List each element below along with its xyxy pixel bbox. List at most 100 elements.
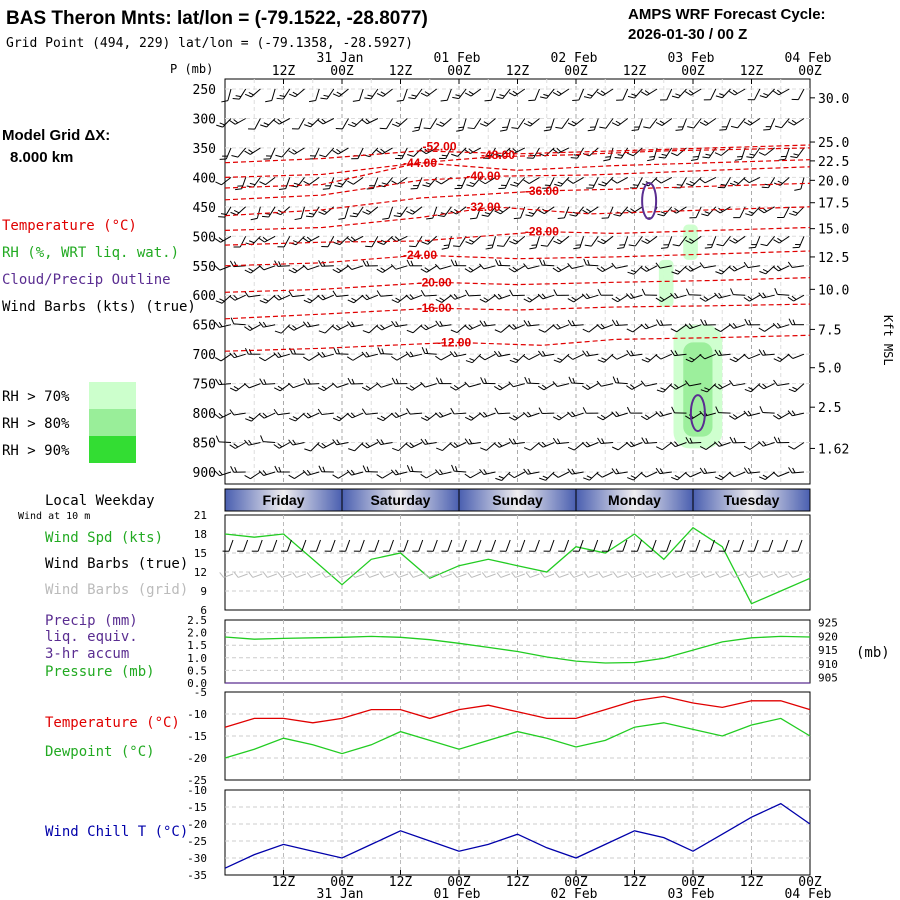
wind-barb-staff — [722, 235, 731, 247]
wind-barb-flag — [523, 355, 530, 361]
wind-barb-staff — [649, 118, 658, 129]
wind-barb-staff — [546, 88, 555, 99]
wind-barb-flag — [407, 154, 414, 158]
wind-barb-flag — [714, 327, 721, 333]
wind-barb-flag — [377, 241, 384, 245]
surface-wind-barb-staff — [666, 539, 672, 552]
surface-wind-barb-flag — [674, 550, 682, 552]
wind-barb-flag — [332, 382, 338, 388]
grid-wind-barb — [700, 572, 715, 578]
wind-barb — [332, 439, 349, 446]
wind-barb — [480, 442, 496, 451]
pressure-axis-title: P (mb) — [170, 62, 213, 76]
wind-barb-staff — [281, 147, 291, 158]
wind-barb-flag — [615, 411, 620, 417]
wind-barb-flag — [611, 262, 617, 269]
wind-barb — [699, 262, 716, 269]
wind-barb-flag — [759, 95, 767, 99]
panel-y-tick: -20 — [187, 818, 207, 831]
wind-barb — [773, 235, 790, 244]
surface-wind-barb — [543, 539, 555, 552]
wind-barb-flag — [233, 209, 240, 214]
wind-barb-flag — [655, 411, 661, 417]
wind-barb-flag — [699, 262, 705, 269]
grid-wind-barb-flag — [773, 572, 779, 578]
wind-barb-flag — [405, 443, 412, 449]
wind-barb — [229, 409, 246, 416]
time-hour-label: 00Z — [330, 875, 354, 890]
wind-barb-flag — [525, 214, 533, 217]
surface-wind-barb-flag — [631, 550, 638, 552]
wind-barb-staff — [491, 236, 496, 248]
wind-barb-flag — [366, 260, 370, 267]
wind-barb — [219, 147, 232, 160]
wind-barb-flag — [479, 320, 485, 327]
wind-barb — [347, 377, 364, 385]
wind-barb — [229, 118, 246, 125]
wind-barb-flag — [502, 126, 508, 129]
wind-barb-staff — [456, 206, 467, 215]
wind-barb-staff — [659, 471, 672, 475]
wind-barb-flag — [552, 381, 558, 387]
wind-barb-staff — [219, 383, 232, 386]
wind-barb-staff — [351, 265, 364, 270]
wind-barb-flag — [455, 94, 461, 97]
wind-barb-flag — [777, 237, 783, 242]
wind-barb — [714, 441, 731, 447]
isotherm-line — [224, 250, 811, 267]
wind-barb-flag — [759, 270, 766, 275]
wind-barb-staff — [779, 353, 790, 362]
wind-barb-flag — [640, 415, 648, 421]
wind-barb-flag — [420, 268, 427, 273]
time-hour-label: 12Z — [740, 875, 764, 890]
wind-barb-flag — [233, 119, 239, 124]
wind-barb-flag — [333, 241, 341, 246]
wind-barb-flag — [583, 258, 587, 266]
wind-barb-flag — [643, 126, 650, 129]
wind-barb — [743, 176, 761, 184]
wind-barb-staff — [777, 293, 790, 296]
wind-barb-flag — [376, 149, 383, 155]
wind-barb-staff — [780, 177, 790, 186]
wind-barb — [435, 320, 452, 327]
wind-barb-flag — [434, 263, 441, 270]
wind-barb — [730, 288, 746, 296]
wind-barb — [611, 353, 628, 360]
wind-barb — [774, 118, 790, 129]
wind-barb-staff — [573, 294, 584, 303]
wind-barb — [406, 465, 423, 473]
wind-barb-flag — [414, 126, 420, 129]
wind-barb — [743, 294, 761, 302]
panel-y-tick: 12 — [194, 566, 207, 579]
wind-barb — [670, 324, 687, 333]
wind-barb-flag — [659, 296, 665, 301]
wind-barb — [260, 435, 276, 443]
wind-barb-flag — [262, 470, 267, 475]
wind-barb — [243, 383, 261, 389]
wind-barb-staff — [615, 471, 628, 475]
wind-barb-flag — [582, 209, 589, 214]
isotherm-label: -24.00 — [403, 248, 437, 262]
surface-wind-barb-staff — [388, 539, 394, 552]
wind-barb-flag — [730, 288, 734, 295]
wind-barb-flag — [714, 476, 722, 481]
wind-barb — [684, 265, 702, 272]
wind-barb-flag — [611, 122, 619, 127]
wind-barb — [631, 118, 643, 132]
wind-barb-staff — [382, 88, 393, 97]
wind-barb-flag — [747, 410, 752, 416]
wind-barb-flag — [542, 475, 548, 479]
panel-y-tick: 0.5 — [187, 664, 207, 677]
wind-barb — [420, 412, 438, 421]
wind-barb-staff — [573, 118, 584, 127]
wind-barb-staff — [366, 294, 379, 301]
wind-barb — [759, 406, 775, 414]
wind-barb — [420, 438, 437, 445]
surface-wind-barb — [747, 539, 759, 552]
wind-barb — [277, 236, 291, 248]
wind-barb-flag — [759, 406, 764, 413]
wind-barb-staff — [659, 265, 672, 269]
wind-barb-staff — [724, 177, 731, 189]
wind-barb-staff — [443, 206, 452, 217]
wind-barb-staff — [793, 442, 805, 450]
